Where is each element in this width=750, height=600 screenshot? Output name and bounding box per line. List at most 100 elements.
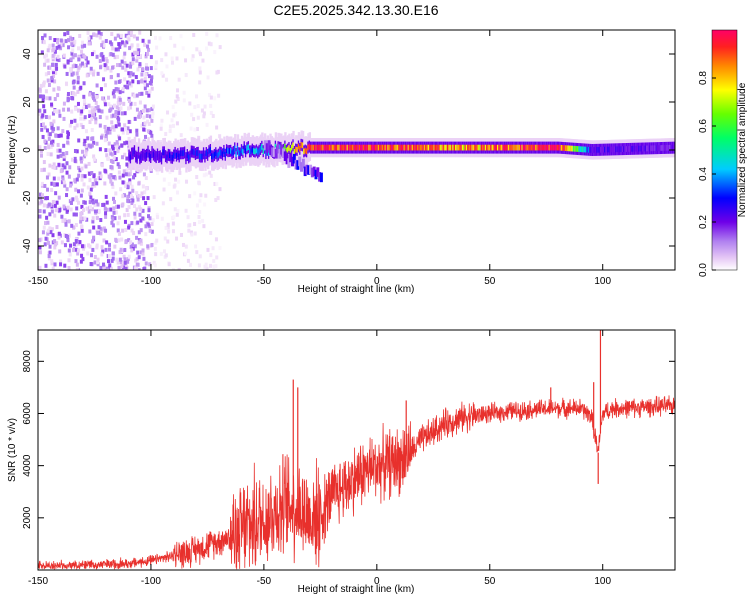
heatmap-cell xyxy=(64,222,68,227)
heatmap-cell xyxy=(248,148,252,155)
heatmap-cell xyxy=(140,123,144,128)
heatmap-cell xyxy=(265,143,269,153)
heatmap-cell xyxy=(48,250,52,255)
heatmap-cell xyxy=(93,183,97,188)
heatmap-cell xyxy=(135,128,139,133)
heatmap-cell xyxy=(101,249,105,254)
heatmap-cell xyxy=(309,144,313,151)
heatmap-cell xyxy=(182,98,186,103)
heatmap-cell xyxy=(183,149,187,156)
heatmap-cell xyxy=(71,55,75,60)
heatmap-cell xyxy=(74,64,78,69)
heatmap-cell xyxy=(90,117,94,122)
heatmap-cell xyxy=(97,30,101,35)
heatmap-cell xyxy=(107,174,111,179)
heatmap-cell xyxy=(153,246,157,251)
heatmap-cell xyxy=(136,197,140,202)
heatmap-cell xyxy=(172,123,176,128)
heatmap-cell xyxy=(328,144,332,151)
heatmap-cell xyxy=(274,143,278,150)
heatmap-cell xyxy=(179,133,183,138)
heatmap-cell xyxy=(71,48,75,53)
heatmap-cell xyxy=(101,262,105,267)
heatmap-cell xyxy=(318,144,321,151)
heatmap-cell xyxy=(128,181,132,186)
heatmap-cell xyxy=(39,83,43,88)
heatmap-cell xyxy=(79,63,83,68)
snr-xlabel: Height of straight line (km) xyxy=(298,584,415,595)
heatmap-cell xyxy=(150,229,154,234)
heatmap-cell xyxy=(42,203,46,208)
heatmap-cell xyxy=(548,144,551,151)
heatmap-cell xyxy=(131,150,134,157)
heatmap-cell xyxy=(174,150,177,156)
heatmap-cell xyxy=(75,177,79,182)
heatmap-cell xyxy=(197,214,201,219)
heatmap-cell xyxy=(133,173,137,178)
heatmap-cell xyxy=(154,152,157,159)
x-tick-label: 50 xyxy=(484,276,496,287)
heatmap-cell xyxy=(179,232,183,237)
heatmap-cell xyxy=(38,214,42,219)
heatmap-cell xyxy=(116,33,120,38)
heatmap-cell xyxy=(160,216,164,221)
y-tick-label: 8000 xyxy=(22,350,33,373)
heatmap-cell xyxy=(130,196,134,201)
heatmap-cell xyxy=(160,155,164,162)
heatmap-cell xyxy=(112,206,116,211)
heatmap-cell xyxy=(195,203,199,208)
heatmap-cell xyxy=(513,144,516,151)
heatmap-cell xyxy=(105,266,109,270)
heatmap-cell xyxy=(637,145,641,152)
heatmap-cell xyxy=(126,259,130,264)
heatmap-cell xyxy=(87,103,91,108)
heatmap-cell xyxy=(103,138,107,143)
heatmap-cell xyxy=(49,202,53,207)
heatmap-cell xyxy=(57,231,61,236)
heatmap-cell xyxy=(211,114,215,119)
heatmap-cell xyxy=(140,191,144,196)
heatmap-cell xyxy=(111,251,115,256)
heatmap-cell xyxy=(98,123,102,128)
heatmap-cell xyxy=(240,147,244,154)
heatmap-cell xyxy=(646,145,649,152)
heatmap-cell xyxy=(203,104,207,109)
heatmap-cell xyxy=(81,149,85,154)
heatmap-cell xyxy=(602,146,606,153)
heatmap-cell xyxy=(128,73,132,78)
heatmap-cell xyxy=(93,209,97,214)
heatmap-cell xyxy=(253,148,256,154)
heatmap-cell xyxy=(105,153,109,158)
heatmap-cell xyxy=(66,205,70,210)
heatmap-cell xyxy=(105,200,109,205)
heatmap-cell xyxy=(137,149,141,156)
heatmap-cell xyxy=(74,259,78,264)
heatmap-cell xyxy=(67,45,71,50)
heatmap-cell xyxy=(186,152,190,158)
heatmap-cell xyxy=(75,123,79,128)
heatmap-cell xyxy=(91,200,95,205)
heatmap-cell xyxy=(388,144,391,151)
snr-series-line xyxy=(38,395,675,570)
heatmap-cell xyxy=(70,119,74,124)
heatmap-cell xyxy=(665,145,668,151)
heatmap-cell xyxy=(48,43,52,48)
heatmap-cell xyxy=(319,172,323,183)
heatmap-cell xyxy=(202,111,206,116)
heatmap-cell xyxy=(100,43,104,48)
heatmap-cell xyxy=(147,148,150,155)
heatmap-cell xyxy=(652,145,656,152)
heatmap-cell xyxy=(161,73,165,78)
heatmap-cell xyxy=(118,175,122,180)
heatmap-cell xyxy=(128,152,131,159)
heatmap-cell xyxy=(147,121,151,126)
heatmap-cell xyxy=(437,144,440,151)
heatmap-cell xyxy=(209,263,213,268)
heatmap-cell xyxy=(76,89,80,94)
heatmap-cell xyxy=(75,198,79,203)
heatmap-cell xyxy=(179,150,183,157)
heatmap-cell xyxy=(138,92,142,97)
heatmap-cell xyxy=(139,238,143,243)
heatmap-cell xyxy=(368,144,371,151)
heatmap-cell xyxy=(356,144,359,151)
